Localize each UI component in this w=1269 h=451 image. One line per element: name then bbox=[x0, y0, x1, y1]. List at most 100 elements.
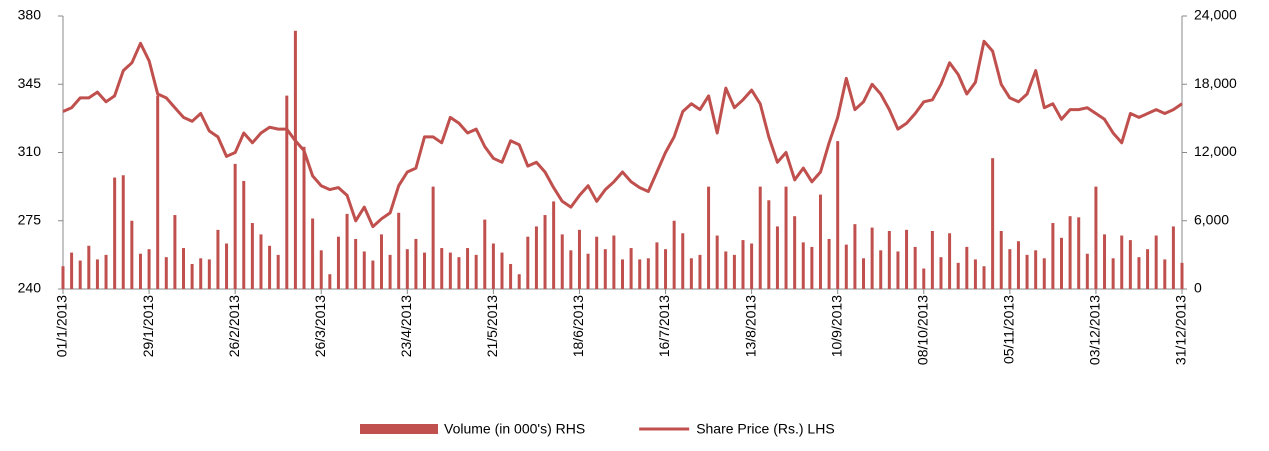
x-tick-label: 16/7/2013 bbox=[656, 295, 672, 357]
volume-bar bbox=[552, 201, 556, 289]
volume-bar bbox=[1154, 235, 1158, 289]
volume-bar bbox=[61, 266, 65, 289]
volume-bar bbox=[698, 254, 702, 289]
volume-bar bbox=[595, 236, 599, 289]
x-tick-label: 31/12/2013 bbox=[1173, 295, 1189, 365]
volume-bar bbox=[853, 224, 857, 289]
volume-bar bbox=[870, 227, 874, 289]
volume-bar bbox=[939, 257, 943, 289]
volume-bar bbox=[156, 95, 160, 289]
volume-bar bbox=[483, 219, 487, 289]
volume-bar bbox=[793, 216, 797, 289]
volume-bar bbox=[896, 251, 900, 289]
volume-bar bbox=[543, 215, 547, 289]
volume-bar bbox=[784, 186, 788, 289]
x-tick-label: 13/8/2013 bbox=[742, 295, 758, 357]
volume-bar bbox=[948, 233, 952, 289]
volume-bar bbox=[509, 263, 513, 289]
y-tick-label: 275 bbox=[18, 211, 42, 227]
volume-bar bbox=[250, 223, 254, 289]
volume-bar bbox=[638, 259, 642, 289]
volume-bar bbox=[225, 243, 229, 289]
volume-bar bbox=[173, 215, 177, 289]
volume-bar bbox=[689, 258, 693, 289]
x-tick-label: 05/11/2013 bbox=[1001, 295, 1017, 364]
volume-bar bbox=[199, 258, 203, 289]
volume-bar bbox=[78, 260, 82, 289]
y2-tick-label: 18,000 bbox=[1194, 75, 1237, 91]
volume-bar bbox=[526, 236, 530, 289]
x-tick-label: 08/10/2013 bbox=[914, 295, 930, 365]
volume-bar bbox=[715, 235, 719, 289]
x-tick-label: 10/9/2013 bbox=[828, 295, 844, 357]
volume-bar bbox=[1034, 250, 1038, 289]
volume-bar bbox=[818, 194, 822, 289]
volume-bar bbox=[1180, 262, 1184, 289]
x-tick-label: 03/12/2013 bbox=[1087, 295, 1103, 365]
y2-tick-label: 6,000 bbox=[1194, 211, 1229, 227]
y-tick-label: 310 bbox=[18, 143, 42, 159]
volume-bar bbox=[1094, 186, 1098, 289]
volume-bar bbox=[1120, 235, 1124, 289]
volume-bar bbox=[707, 186, 711, 289]
volume-bar bbox=[371, 260, 375, 289]
volume-bar bbox=[646, 258, 650, 289]
volume-bar bbox=[775, 226, 779, 289]
volume-bar bbox=[810, 246, 814, 289]
volume-bar bbox=[147, 249, 151, 289]
x-tick-label: 23/4/2013 bbox=[398, 295, 414, 357]
volume-bar bbox=[207, 259, 211, 289]
volume-bar bbox=[517, 274, 521, 289]
x-tick-label: 21/5/2013 bbox=[484, 295, 500, 357]
volume-bar bbox=[801, 242, 805, 289]
volume-bar bbox=[138, 253, 142, 289]
volume-bar bbox=[1085, 253, 1089, 289]
volume-bar bbox=[991, 158, 995, 289]
volume-bar bbox=[681, 233, 685, 289]
volume-bar bbox=[345, 213, 349, 289]
volume-bar bbox=[302, 146, 306, 289]
volume-bar bbox=[285, 95, 289, 289]
volume-bar bbox=[758, 186, 762, 289]
volume-bar bbox=[259, 234, 263, 289]
volume-bar bbox=[879, 250, 883, 289]
y-tick-label: 345 bbox=[18, 75, 42, 91]
volume-bar bbox=[560, 234, 564, 289]
volume-bar bbox=[999, 230, 1003, 289]
y-tick-label: 240 bbox=[18, 280, 42, 296]
x-tick-label: 26/2/2013 bbox=[226, 295, 242, 357]
volume-bar bbox=[1016, 241, 1020, 289]
volume-bar bbox=[750, 243, 754, 289]
volume-bar bbox=[1111, 258, 1115, 289]
x-tick-label: 29/1/2013 bbox=[140, 295, 156, 357]
volume-bar bbox=[836, 141, 840, 289]
volume-bar bbox=[1171, 226, 1175, 289]
volume-bar bbox=[603, 249, 607, 289]
volume-bar bbox=[466, 248, 470, 289]
volume-bar bbox=[1103, 234, 1107, 289]
volume-bar bbox=[491, 243, 495, 289]
volume-bar bbox=[121, 175, 125, 289]
volume-bar bbox=[887, 230, 891, 289]
volume-bar bbox=[569, 250, 573, 289]
volume-bar bbox=[113, 177, 117, 289]
volume-bar bbox=[70, 252, 74, 289]
volume-bar bbox=[1163, 259, 1167, 289]
volume-bar bbox=[973, 259, 977, 289]
volume-bar bbox=[379, 234, 383, 289]
volume-bar bbox=[534, 226, 538, 289]
volume-bar bbox=[664, 249, 668, 289]
volume-bar bbox=[164, 257, 168, 289]
volume-bar bbox=[362, 251, 366, 289]
volume-bar bbox=[1008, 249, 1012, 289]
volume-bar bbox=[414, 238, 418, 289]
volume-bar bbox=[612, 235, 616, 289]
volume-bar bbox=[1128, 240, 1132, 289]
volume-bar bbox=[965, 246, 969, 289]
volume-bar bbox=[586, 253, 590, 289]
x-tick-label: 01/1/2013 bbox=[54, 295, 70, 357]
volume-bar bbox=[1059, 237, 1063, 289]
volume-bar bbox=[1068, 216, 1072, 289]
volume-bar bbox=[448, 252, 452, 289]
volume-bar bbox=[905, 229, 909, 289]
